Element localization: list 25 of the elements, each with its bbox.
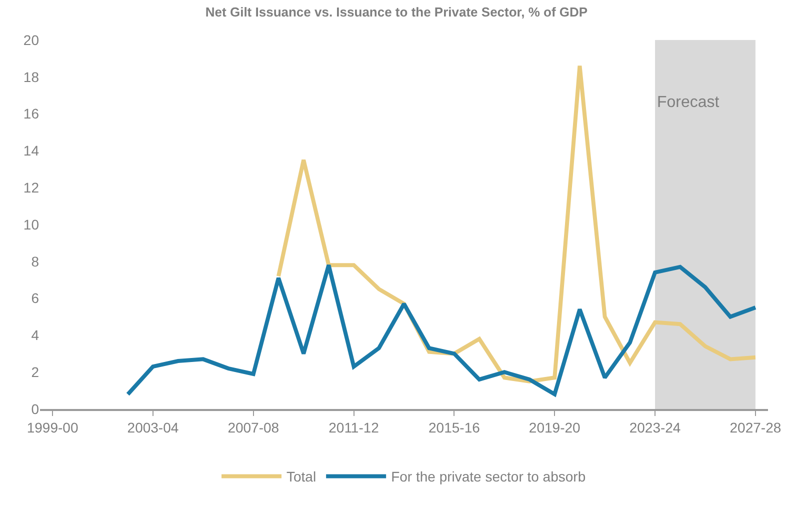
x-tick-label: 2023-24	[629, 420, 681, 436]
y-tick-label: 10	[23, 216, 40, 232]
x-tick-label: 2007-08	[228, 420, 280, 436]
x-tick-label: 2003-04	[127, 420, 179, 436]
x-tick-label: 2011-12	[328, 420, 380, 436]
y-tick-label: 16	[23, 106, 40, 122]
band-label: Forecast	[657, 94, 720, 111]
y-tick-label: 2	[31, 364, 40, 380]
line-series	[126, 263, 758, 396]
y-tick-label: 4	[31, 327, 40, 344]
x-tick-label: 2019-20	[528, 420, 581, 436]
legend-label: Total	[286, 468, 316, 485]
x-tick-label: 2027-28	[730, 420, 782, 436]
y-tick-label: 8	[31, 253, 40, 270]
line-series	[276, 64, 758, 384]
y-tick-label: 20	[23, 32, 40, 48]
y-tick-label: 0	[31, 400, 40, 417]
y-tick-label: 6	[31, 290, 40, 306]
y-tick-label: 12	[23, 180, 40, 196]
chart-title: Net Gilt Issuance vs. Issuance to the Private Sector, % of GDP	[205, 4, 588, 20]
y-tick-label: 14	[23, 142, 40, 159]
legend-label: For the private sector to absorb	[391, 468, 586, 485]
y-tick-label: 18	[23, 68, 40, 85]
x-tick-label: 2015-16	[428, 420, 480, 436]
x-tick-label: 1999-00	[26, 420, 78, 436]
